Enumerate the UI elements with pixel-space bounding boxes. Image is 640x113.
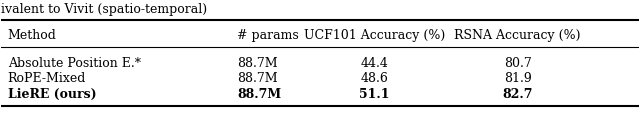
Text: Method: Method	[8, 28, 56, 41]
Text: 88.7M: 88.7M	[237, 87, 282, 100]
Text: 51.1: 51.1	[359, 87, 389, 100]
Text: LieRE (ours): LieRE (ours)	[8, 87, 97, 100]
Text: RSNA Accuracy (%): RSNA Accuracy (%)	[454, 28, 580, 41]
Text: 80.7: 80.7	[504, 56, 531, 69]
Text: UCF101 Accuracy (%): UCF101 Accuracy (%)	[303, 28, 445, 41]
Text: 44.4: 44.4	[360, 56, 388, 69]
Text: 88.7M: 88.7M	[237, 56, 278, 69]
Text: 88.7M: 88.7M	[237, 72, 278, 85]
Text: 81.9: 81.9	[504, 72, 531, 85]
Text: ivalent to Vivit (spatio-temporal): ivalent to Vivit (spatio-temporal)	[1, 3, 207, 16]
Text: RoPE-Mixed: RoPE-Mixed	[8, 72, 86, 85]
Text: 82.7: 82.7	[502, 87, 532, 100]
Text: # params: # params	[237, 28, 299, 41]
Text: Absolute Position E.*: Absolute Position E.*	[8, 56, 141, 69]
Text: 48.6: 48.6	[360, 72, 388, 85]
